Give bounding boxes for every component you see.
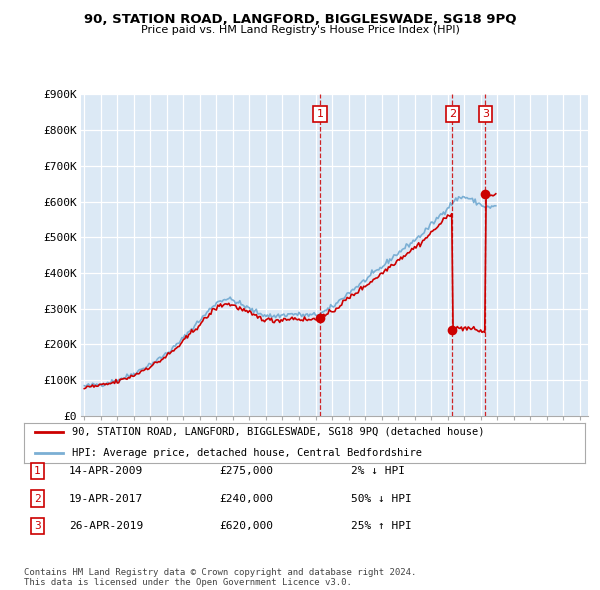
Text: 1: 1 [34,466,41,476]
Text: £240,000: £240,000 [219,494,273,503]
Text: 2: 2 [34,494,41,503]
Text: 14-APR-2009: 14-APR-2009 [69,466,143,476]
Text: HPI: Average price, detached house, Central Bedfordshire: HPI: Average price, detached house, Cent… [71,448,422,458]
Text: £620,000: £620,000 [219,522,273,531]
Text: 3: 3 [34,522,41,531]
Text: 50% ↓ HPI: 50% ↓ HPI [351,494,412,503]
Text: £275,000: £275,000 [219,466,273,476]
Text: 3: 3 [482,109,489,119]
Text: 1: 1 [317,109,324,119]
Text: 25% ↑ HPI: 25% ↑ HPI [351,522,412,531]
Text: 2: 2 [449,109,456,119]
Text: Contains HM Land Registry data © Crown copyright and database right 2024.
This d: Contains HM Land Registry data © Crown c… [24,568,416,587]
Text: 26-APR-2019: 26-APR-2019 [69,522,143,531]
Text: 90, STATION ROAD, LANGFORD, BIGGLESWADE, SG18 9PQ (detached house): 90, STATION ROAD, LANGFORD, BIGGLESWADE,… [71,427,484,437]
Text: Price paid vs. HM Land Registry's House Price Index (HPI): Price paid vs. HM Land Registry's House … [140,25,460,35]
Text: 2% ↓ HPI: 2% ↓ HPI [351,466,405,476]
Text: 90, STATION ROAD, LANGFORD, BIGGLESWADE, SG18 9PQ: 90, STATION ROAD, LANGFORD, BIGGLESWADE,… [84,13,516,26]
Text: 19-APR-2017: 19-APR-2017 [69,494,143,503]
